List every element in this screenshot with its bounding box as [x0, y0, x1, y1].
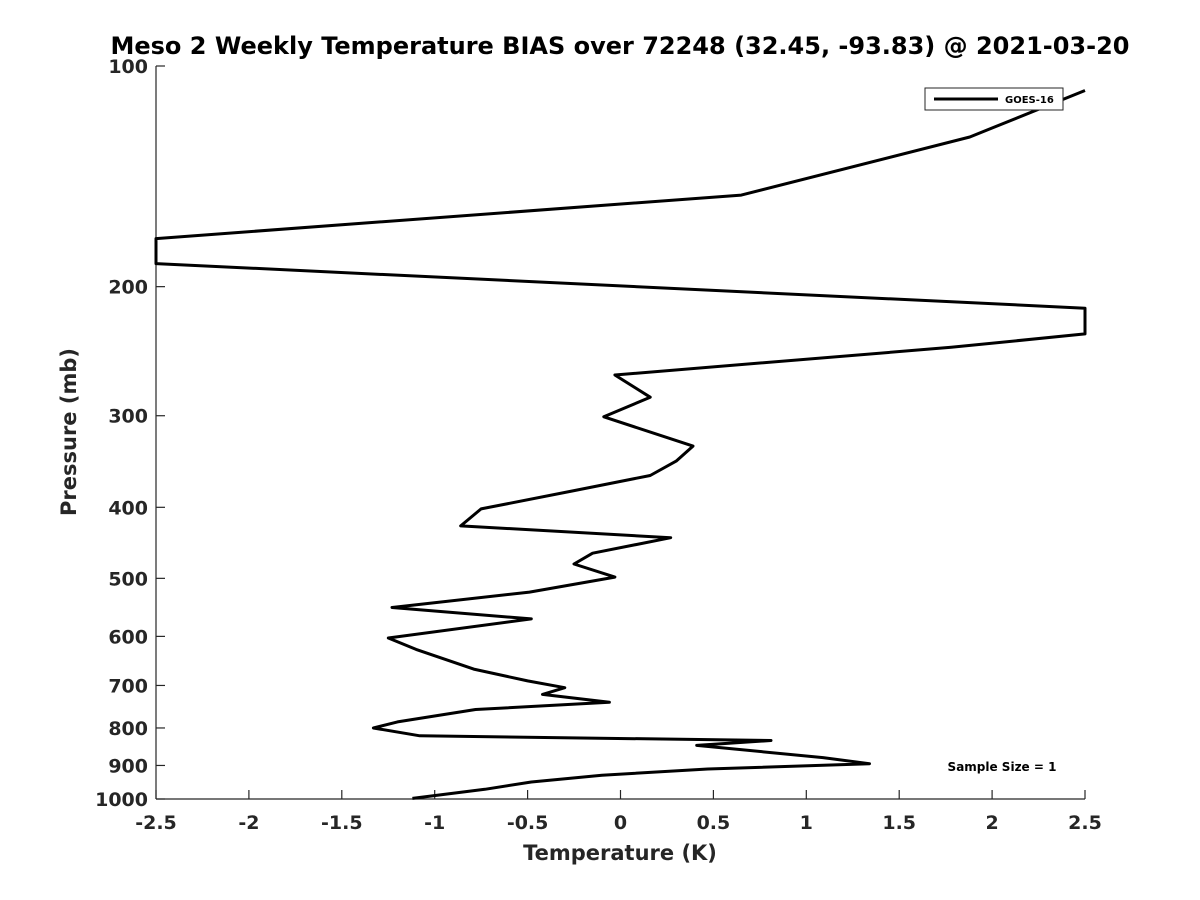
- plot-area: [156, 66, 1085, 799]
- y-tick-label: 400: [108, 497, 148, 519]
- x-tick-label: 0.5: [697, 812, 731, 834]
- x-axis-label: Temperature (K): [523, 841, 717, 865]
- x-tick-label: 1: [800, 812, 813, 834]
- y-tick-label: 900: [108, 755, 148, 777]
- y-tick-label: 800: [108, 718, 148, 740]
- x-tick-label: 2: [985, 812, 998, 834]
- x-tick-label: -1.5: [321, 812, 363, 834]
- x-tick-label: 1.5: [882, 812, 916, 834]
- x-tick-label: -0.5: [507, 812, 549, 834]
- series-line-0: [154, 89, 1087, 800]
- y-tick-label: 600: [108, 626, 148, 648]
- x-tick-label: -2.5: [135, 812, 177, 834]
- x-ticks: -2.5 -2 -1.5 -1 -0.5 0 0.5 1 1.5 2 2.5: [135, 790, 1102, 834]
- legend-entry: GOES-16: [1005, 95, 1054, 106]
- y-tick-label: 300: [108, 406, 148, 428]
- y-ticks: 100 200 300 400 500 600 700 800 900 1000: [95, 56, 165, 811]
- x-tick-label: -2: [238, 812, 259, 834]
- y-tick-label: 500: [108, 568, 148, 590]
- series-layer: [154, 89, 1087, 800]
- y-tick-label: 200: [108, 277, 148, 299]
- sample-size-annotation: Sample Size = 1: [948, 760, 1057, 774]
- y-tick-label: 100: [108, 56, 148, 78]
- y-axis-label: Pressure (mb): [57, 348, 81, 516]
- chart-title: Meso 2 Weekly Temperature BIAS over 7224…: [110, 32, 1129, 60]
- x-tick-label: 2.5: [1068, 812, 1102, 834]
- y-tick-label: 1000: [95, 789, 148, 811]
- legend: GOES-16: [924, 87, 1064, 111]
- x-tick-label: 0: [614, 812, 627, 834]
- y-tick-label: 700: [108, 675, 148, 697]
- x-tick-label: -1: [424, 812, 445, 834]
